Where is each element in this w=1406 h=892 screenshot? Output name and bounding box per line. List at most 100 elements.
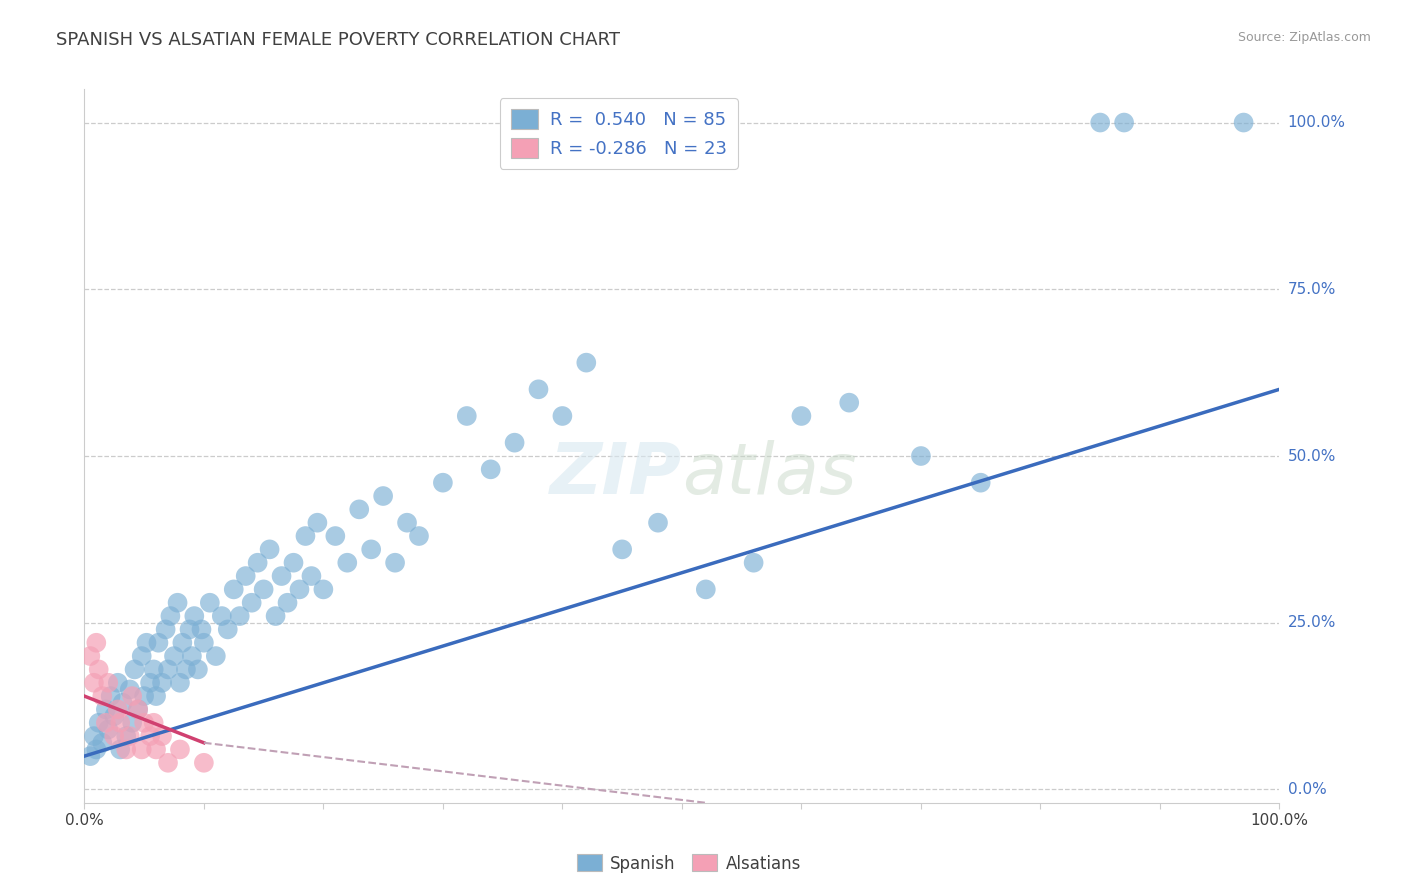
- Point: [157, 662, 180, 676]
- Point: [94, 715, 117, 730]
- Point: [235, 569, 257, 583]
- Point: [110, 715, 132, 730]
- Point: [121, 689, 143, 703]
- Point: [179, 623, 201, 637]
- Point: [159, 609, 181, 624]
- Point: [264, 609, 287, 624]
- Point: [97, 723, 120, 737]
- Point: [610, 542, 633, 557]
- Point: [115, 729, 138, 743]
- Point: [139, 729, 162, 743]
- Point: [647, 516, 669, 530]
- Point: [384, 556, 406, 570]
- Point: [103, 709, 125, 723]
- Point: [79, 749, 101, 764]
- Point: [217, 623, 239, 637]
- Point: [222, 582, 245, 597]
- Point: [1112, 115, 1135, 129]
- Point: [970, 475, 993, 490]
- Text: 75.0%: 75.0%: [1288, 282, 1336, 297]
- Point: [527, 382, 550, 396]
- Point: [307, 516, 329, 530]
- Point: [145, 742, 167, 756]
- Point: [94, 702, 117, 716]
- Point: [121, 715, 143, 730]
- Point: [103, 729, 125, 743]
- Point: [456, 409, 478, 423]
- Point: [193, 636, 215, 650]
- Point: [323, 529, 346, 543]
- Point: [155, 623, 177, 637]
- Point: [838, 395, 860, 409]
- Point: [240, 596, 263, 610]
- Point: [148, 636, 170, 650]
- Point: [312, 582, 335, 597]
- Point: [139, 675, 162, 690]
- Point: [190, 623, 212, 637]
- Point: [97, 675, 120, 690]
- Point: [396, 516, 419, 530]
- Point: [336, 556, 359, 570]
- Point: [115, 742, 138, 756]
- Text: 100.0%: 100.0%: [1288, 115, 1346, 130]
- Point: [790, 409, 813, 423]
- Point: [110, 742, 132, 756]
- Point: [87, 662, 110, 676]
- Point: [294, 529, 316, 543]
- Point: [371, 489, 394, 503]
- Point: [211, 609, 233, 624]
- Point: [131, 649, 153, 664]
- Point: [100, 689, 122, 703]
- Point: [83, 729, 105, 743]
- Point: [193, 756, 215, 770]
- Point: [157, 756, 180, 770]
- Point: [288, 582, 311, 597]
- Point: [131, 742, 153, 756]
- Point: [408, 529, 430, 543]
- Point: [198, 596, 221, 610]
- Text: Source: ZipAtlas.com: Source: ZipAtlas.com: [1237, 31, 1371, 45]
- Point: [135, 636, 157, 650]
- Point: [84, 636, 107, 650]
- Point: [276, 596, 298, 610]
- Point: [270, 569, 292, 583]
- Point: [187, 662, 209, 676]
- Point: [142, 715, 165, 730]
- Point: [91, 736, 114, 750]
- Point: [118, 729, 141, 743]
- Point: [183, 609, 205, 624]
- Point: [742, 556, 765, 570]
- Point: [432, 475, 454, 490]
- Point: [91, 689, 114, 703]
- Point: [301, 569, 323, 583]
- Point: [551, 409, 574, 423]
- Point: [228, 609, 252, 624]
- Point: [111, 696, 134, 710]
- Point: [83, 675, 105, 690]
- Point: [174, 662, 197, 676]
- Point: [259, 542, 281, 557]
- Point: [132, 689, 156, 703]
- Point: [479, 462, 502, 476]
- Point: [360, 542, 382, 557]
- Text: 50.0%: 50.0%: [1288, 449, 1336, 464]
- Point: [145, 689, 167, 703]
- Point: [124, 662, 146, 676]
- Point: [87, 715, 110, 730]
- Point: [205, 649, 228, 664]
- Point: [169, 742, 191, 756]
- Text: 25.0%: 25.0%: [1288, 615, 1336, 631]
- Point: [107, 702, 129, 716]
- Point: [246, 556, 269, 570]
- Point: [1088, 115, 1111, 129]
- Point: [150, 729, 173, 743]
- Point: [503, 435, 526, 450]
- Point: [166, 596, 188, 610]
- Point: [163, 649, 186, 664]
- Point: [79, 649, 101, 664]
- Point: [84, 742, 107, 756]
- Legend: Spanish, Alsatians: Spanish, Alsatians: [571, 847, 807, 880]
- Point: [253, 582, 276, 597]
- Legend: R =  0.540   N = 85, R = -0.286   N = 23: R = 0.540 N = 85, R = -0.286 N = 23: [499, 98, 738, 169]
- Point: [169, 675, 191, 690]
